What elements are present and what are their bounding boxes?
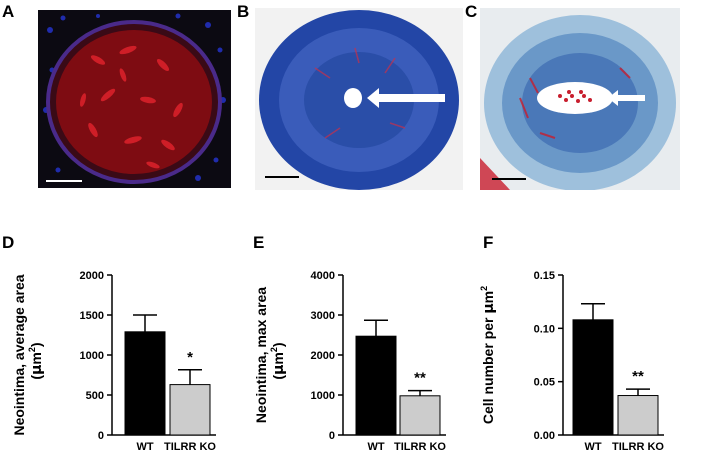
chart-d-ylabel-mu: μ — [29, 365, 45, 375]
chart-e-ytick-label: 0 — [329, 430, 335, 442]
panel-label-e: E — [253, 233, 265, 252]
micrograph-c — [480, 8, 680, 190]
micrograph-c-red-fibers — [519, 67, 631, 139]
chart-f-significance: ** — [632, 368, 644, 385]
chart-e-ylabel: Neointima, max area(μm2) — [253, 287, 287, 423]
micrograph-b-lumen — [344, 88, 362, 108]
micrograph-b — [255, 8, 463, 190]
micrograph-b-red-fibers — [314, 47, 406, 139]
chart-e-significance: ** — [414, 370, 426, 387]
panel-label-f: F — [483, 233, 494, 252]
chart-d-ylabel-unit: m — [28, 352, 44, 364]
micrograph-c-lumen — [537, 82, 613, 114]
chart-e-category-label: WT — [367, 441, 384, 453]
chart-d-ylabel-paren-open: ( — [28, 375, 44, 380]
chart-f-ylabel-mu: μ — [481, 303, 497, 313]
chart-e-ylabel-line1: Neointima, max area — [253, 287, 269, 423]
panel-label-a: A — [2, 2, 15, 21]
chart-d-ylabel-sup: 2 — [27, 347, 37, 352]
chart-d-bar — [124, 331, 166, 436]
chart-f-bar — [617, 395, 659, 436]
chart-d-ytick-label: 2000 — [80, 270, 104, 282]
micrograph-c-blood-cells — [558, 90, 592, 103]
micrograph-b-scalebar — [265, 176, 299, 178]
micrograph-a-lumen-tissue — [56, 30, 212, 174]
chart-d-category-label: WT — [136, 441, 153, 453]
chart-e-bar — [355, 335, 397, 436]
chart-f-ylabel-unit: m — [480, 291, 496, 303]
chart-d-bar — [169, 384, 211, 436]
chart-e-bar — [399, 395, 441, 436]
chart-e-ytick-label: 4000 — [311, 270, 335, 282]
chart-d-ylabel-line1: Neointima, average area — [11, 274, 27, 435]
chart-f-bar — [572, 319, 614, 436]
chart-d-ylabel: Neointima, average area(μm2) — [11, 274, 45, 435]
chart-f-ylabel: Cell number per μm2 — [479, 286, 497, 424]
micrograph-b-arrow — [367, 88, 445, 108]
chart-d-ytick-label: 0 — [98, 430, 104, 442]
chart-d-ytick-label: 500 — [86, 390, 104, 402]
chart-e-ytick-label: 1000 — [311, 390, 335, 402]
chart-f-ylabel-sup: 2 — [479, 286, 489, 291]
chart-d-category-label: TILRR KO — [164, 441, 216, 453]
chart-d-ytick-label: 1500 — [80, 310, 104, 322]
micrograph-a-fluorescent-cells — [79, 45, 183, 169]
chart-f: 0.00 0.05 0.10 0.15 WT ** TILRR KO Cell number … — [479, 270, 664, 453]
micrograph-a-scalebar — [46, 180, 82, 182]
chart-e-ylabel-unit: m — [270, 352, 286, 364]
chart-e-ylabel-sup: 2 — [269, 347, 279, 352]
chart-f-ytick-label: 0.10 — [534, 323, 555, 335]
panel-label-c: C — [465, 2, 478, 21]
micrograph-c-scalebar — [492, 178, 526, 180]
chart-f-ylabel-line1: Cell number per — [480, 314, 496, 424]
chart-d-ylabel-paren-close: ) — [28, 342, 44, 347]
chart-e-ytick-label: 3000 — [311, 310, 335, 322]
chart-e: 0 1000 2000 3000 4000 WT ** TILRR KO Neointima, … — [253, 270, 446, 453]
chart-e-ylabel-paren-close: ) — [270, 342, 286, 347]
micrograph-c-arrow — [608, 90, 645, 106]
micrograph-a — [38, 10, 231, 188]
chart-d-ytick-label: 1000 — [80, 350, 104, 362]
panel-label-b: B — [237, 2, 250, 21]
chart-f-ytick-label: 0.00 — [534, 430, 555, 442]
chart-f-ytick-label: 0.05 — [534, 377, 555, 389]
chart-f-category-label: WT — [584, 441, 601, 453]
chart-e-ylabel-paren-open: ( — [270, 375, 286, 380]
chart-d-significance: * — [187, 349, 193, 366]
panel-label-d: D — [2, 233, 15, 252]
chart-d: 0 500 1000 1500 2000 WT * TILRR KO Neointima, av… — [11, 270, 216, 453]
chart-e-category-label: TILRR KO — [394, 441, 446, 453]
chart-f-ytick-label: 0.15 — [534, 270, 555, 282]
chart-e-ylabel-mu: μ — [271, 365, 287, 375]
chart-e-ytick-label: 2000 — [311, 350, 335, 362]
chart-f-category-label: TILRR KO — [612, 441, 664, 453]
